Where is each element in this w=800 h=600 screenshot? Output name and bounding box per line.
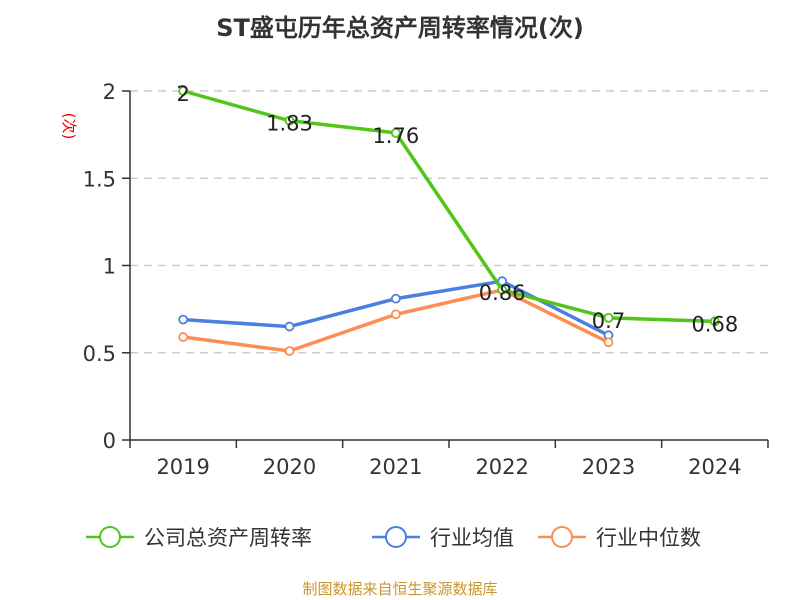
x-tick-label: 2020 <box>263 455 316 479</box>
data-point <box>709 316 720 327</box>
y-tick-label: 1 <box>103 255 116 279</box>
y-tick-label: 0 <box>103 429 116 453</box>
legend-marker <box>99 526 121 548</box>
data-point <box>178 314 189 325</box>
data-point <box>284 346 295 356</box>
source-footer: 制图数据来自恒生聚源数据库 <box>302 580 498 598</box>
data-point <box>603 337 614 348</box>
series-line <box>183 279 610 337</box>
x-tick-label: 2019 <box>156 455 209 479</box>
chart-title: ST盛屯历年总资产周转率情况(次) <box>216 14 584 42</box>
x-tick-label: 2024 <box>688 455 741 479</box>
y-tick-label: 2 <box>103 80 116 104</box>
data-label: 1.76 <box>372 124 419 148</box>
data-point <box>497 285 508 295</box>
x-tick-label: 2021 <box>369 455 422 479</box>
data-label: 0.7 <box>592 309 625 333</box>
x-tick-label: 2022 <box>475 455 528 479</box>
data-point <box>178 86 189 96</box>
x-tick-label: 2023 <box>582 455 635 479</box>
legend-label: 公司总资产周转率 <box>144 526 312 550</box>
legend-label: 行业均值 <box>430 526 514 550</box>
y-tick-label: 1.5 <box>83 167 116 191</box>
data-point <box>390 309 401 320</box>
data-label: 2 <box>176 82 189 106</box>
data-point <box>178 332 189 342</box>
data-label: 0.68 <box>691 312 738 336</box>
data-label: 1.83 <box>266 112 313 136</box>
data-point <box>284 115 295 126</box>
data-point <box>390 293 401 304</box>
data-label: 0.86 <box>479 281 526 305</box>
data-point <box>603 312 614 323</box>
data-point <box>284 321 295 332</box>
legend-label: 行业中位数 <box>596 526 701 550</box>
legend-marker <box>385 526 407 548</box>
y-tick-label: 0.5 <box>83 342 116 366</box>
legend-marker <box>551 526 573 548</box>
data-point <box>390 127 401 138</box>
series-line <box>182 89 715 324</box>
y-axis-label: (次) <box>60 113 78 140</box>
